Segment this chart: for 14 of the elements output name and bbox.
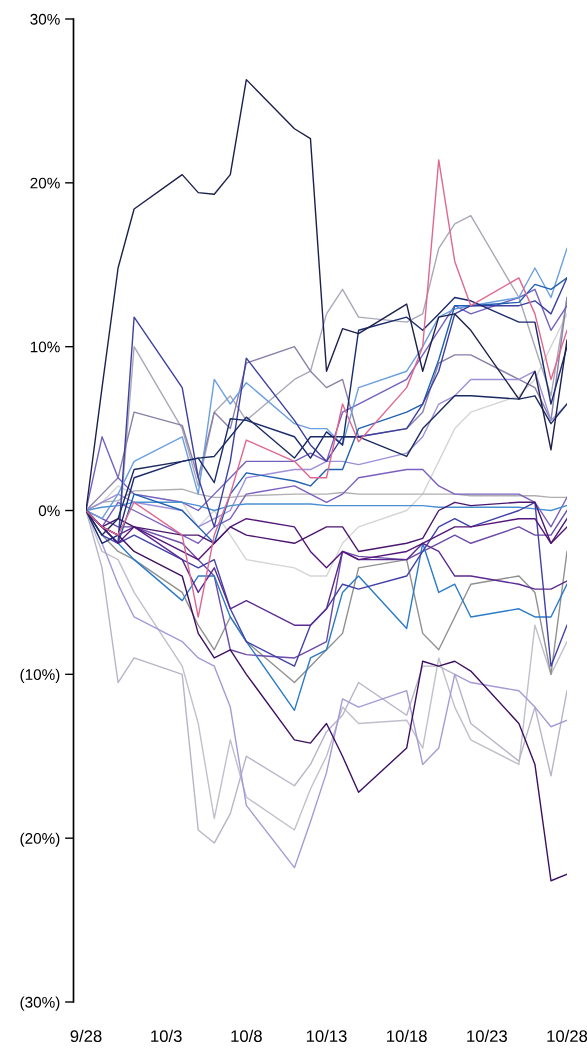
y-tick-label: 0% <box>38 505 60 517</box>
y-tick-label: 30% <box>30 13 60 25</box>
x-tick-label: 10/13 <box>306 1029 347 1043</box>
y-tick-label: (20%) <box>20 832 60 847</box>
x-tick-label: 10/28 <box>547 1029 587 1043</box>
y-tick-label: (10%) <box>20 668 60 684</box>
y-tick-label: 20% <box>30 177 60 189</box>
x-tick-label: 10/23 <box>467 1029 507 1043</box>
x-tick-label: 10/18 <box>387 1029 427 1043</box>
y-tick-label: (30%) <box>20 996 60 1011</box>
x-tick-label: 10/3 <box>151 1029 182 1043</box>
y-tick-label: 10% <box>30 341 60 353</box>
x-tick-label: 10/8 <box>231 1029 262 1043</box>
x-tick-label: 9/28 <box>70 1029 102 1043</box>
